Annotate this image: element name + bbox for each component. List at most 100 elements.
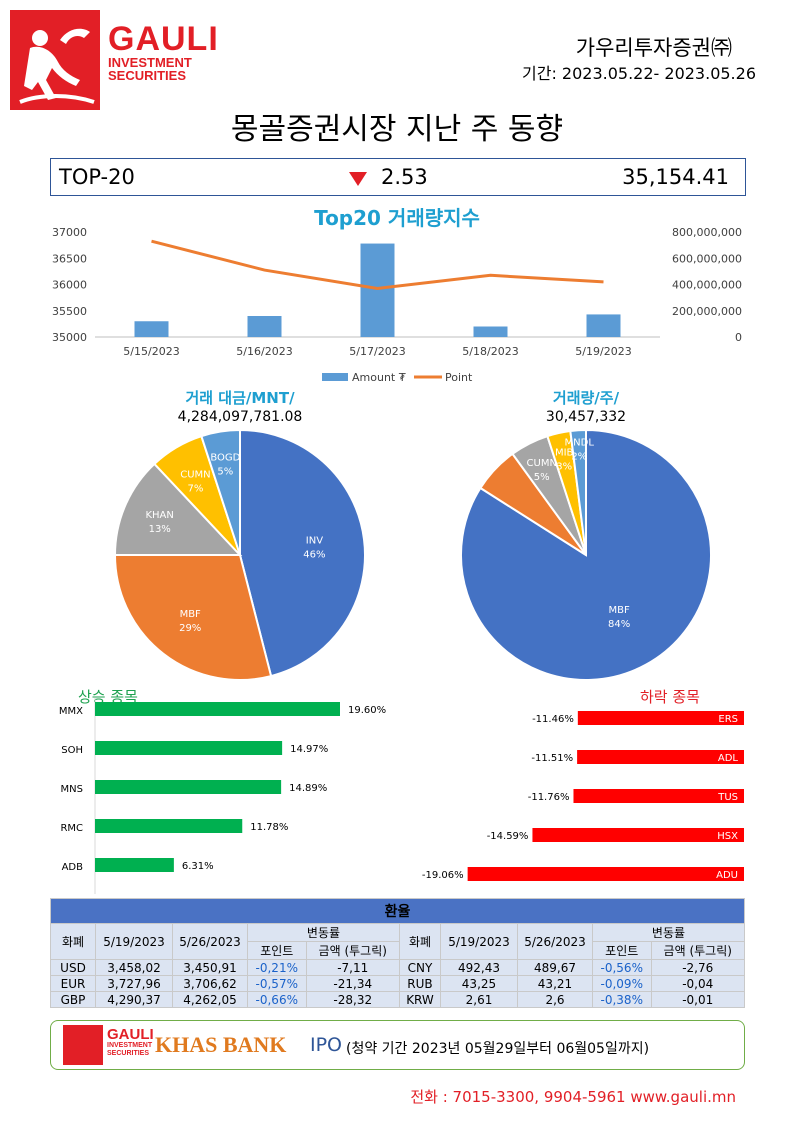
- ipo-label: IPO: [310, 1034, 343, 1056]
- gainer-bar: [95, 741, 283, 755]
- fx-h-change-2: 변동률: [591, 923, 746, 942]
- fx-h-date2-2: 5/26/2023: [516, 923, 593, 960]
- fx-h-date2: 5/26/2023: [172, 923, 248, 960]
- bar-value-label: 14.89%: [289, 783, 327, 794]
- gainer-bar: [95, 858, 174, 872]
- fx-cell: USD: [50, 959, 96, 976]
- fx-cell: 43,25: [439, 975, 518, 992]
- loser-bar: [467, 867, 744, 881]
- pie-slice-label: MNDL: [565, 438, 595, 449]
- pie-slice-pct: 13%: [149, 524, 171, 535]
- pie-amount-chart: INV 46% MBF 29% KHAN 13% CUMN 7% BOGD 5%: [113, 428, 366, 681]
- y-left-tick-label: 35500: [52, 305, 87, 318]
- x-tick-label: 5/18/2023: [462, 345, 518, 358]
- pie-volume-chart: MBF 84% CUMN 5% MIB 3% MNDL 2%: [460, 428, 712, 681]
- y-right-tick-label: 400,000,000: [672, 279, 742, 292]
- ipo-period: (청약 기간 2023년 05월29일부터 06월05일까지): [346, 1041, 650, 1057]
- fx-cell: -0,57%: [247, 975, 307, 992]
- pie-amount-total: 4,284,097,781.08: [177, 409, 303, 425]
- fx-cell: 492,43: [439, 959, 518, 976]
- amount-bar: [586, 314, 621, 337]
- fx-cell: 4,262,05: [172, 991, 248, 1008]
- bar-category-label: TUS: [717, 792, 738, 803]
- losers-title: 하락 종목: [640, 688, 700, 706]
- pie-slice-label: MIB: [555, 447, 574, 458]
- fx-cell: -0,21%: [247, 959, 307, 976]
- pie-amount-title: 거래 대금/MNT/: [185, 389, 295, 407]
- fx-header-row: 화폐 5/19/2023 5/26/2023 변동률 화폐 5/19/2023 …: [50, 923, 746, 960]
- pie-slice-label: MBF: [180, 609, 201, 620]
- report-period: 기간: 2023.05.22- 2023.05.26: [522, 64, 756, 83]
- fx-h-amount-2: 금액 (투그릭): [650, 941, 745, 960]
- table-row: EUR 3,727,96 3,706,62 -0,57% -21,34 RUB 43,25…: [50, 975, 745, 992]
- legend-amount-swatch: [322, 373, 348, 381]
- bar-value-label: -11.46%: [532, 714, 574, 725]
- y-right-tick-label: 800,000,000: [672, 226, 742, 239]
- fx-cell: 3,450,91: [172, 959, 248, 976]
- small-logo-icon: [63, 1025, 103, 1065]
- fx-cell: 489,67: [516, 959, 593, 976]
- down-arrow-icon: [349, 172, 367, 186]
- pie-slice-label: INV: [306, 536, 323, 547]
- bar-category-label: MMX: [59, 706, 83, 717]
- gainers-chart: MMX 19.60% SOH 14.97% MNS 14.89% RMC 11.78% ADB 6…: [59, 698, 386, 894]
- top20-value: 35,154.41: [622, 165, 729, 189]
- loser-bar: [573, 789, 744, 803]
- fx-cell: GBP: [50, 991, 96, 1008]
- top20-change: 2.53: [381, 165, 428, 189]
- y-left-tick-label: 36000: [52, 279, 87, 292]
- pie-slice: [239, 428, 366, 678]
- pie-slice-pct: 46%: [303, 550, 325, 561]
- fx-cell: 3,706,62: [172, 975, 248, 992]
- fx-cell: -0,56%: [591, 959, 652, 976]
- fx-cell: 3,727,96: [95, 975, 173, 992]
- bar-category-label: ADU: [716, 870, 738, 881]
- fx-cell: -0,04: [650, 975, 745, 992]
- pie-slice: [113, 462, 243, 556]
- legend-point-label: Point: [445, 371, 473, 384]
- logo: [10, 10, 100, 110]
- y-right-tick-label: 600,000,000: [672, 252, 742, 265]
- fx-cell: -0,66%: [247, 991, 307, 1008]
- pie-volume-title: 거래량/주/: [552, 389, 620, 407]
- bar-category-label: ADB: [62, 862, 84, 873]
- loser-bar: [577, 711, 744, 725]
- page-title: 몽골증권시장 지난 주 동향: [230, 112, 564, 147]
- fx-cell: KRW: [398, 991, 441, 1008]
- table-row: GBP 4,290,37 4,262,05 -0,66% -28,32 KRW 2,61 2…: [50, 991, 745, 1008]
- y-left-tick-label: 37000: [52, 226, 87, 239]
- bar-category-label: ERS: [718, 714, 738, 725]
- fx-h-currency: 화폐: [50, 923, 96, 960]
- ipo-bank-name: KHAS BANK: [155, 1032, 287, 1057]
- brand-sub1: INVESTMENT: [108, 55, 192, 70]
- fx-h-currency-2: 화폐: [398, 923, 441, 960]
- pie-slice-label: CUMN: [527, 458, 557, 469]
- fx-cell: -0,01: [650, 991, 745, 1008]
- bar-value-label: -11.76%: [528, 792, 570, 803]
- volume-chart-title: Top20 거래량지수: [314, 206, 480, 230]
- table-row: USD 3,458,02 3,450,91 -0,21% -7,11 CNY 492,43…: [50, 959, 745, 976]
- small-brand-sub2: SECURITIES: [107, 1050, 150, 1057]
- fx-subheader-row: 포인트 금액 (투그릭) 포인트 금액 (투그릭): [51, 941, 745, 960]
- small-brand-sub1: INVESTMENT: [107, 1042, 153, 1049]
- fx-title: 환율: [50, 898, 745, 924]
- fx-cell: 3,458,02: [95, 959, 173, 976]
- fx-h-amount: 금액 (투그릭): [305, 941, 400, 960]
- ipo-banner: GAULI INVESTMENT SECURITIES: [50, 1020, 745, 1070]
- bar-value-label: 11.78%: [250, 822, 288, 833]
- x-tick-label: 5/16/2023: [236, 345, 292, 358]
- bar-category-label: SOH: [61, 745, 83, 756]
- fx-h-date1-2: 5/19/2023: [439, 923, 518, 960]
- bar-category-label: ADL: [718, 753, 739, 764]
- fx-table: 환율 화폐 5/19/2023 5/26/2023 변동률 화폐 5/19/20…: [50, 898, 746, 1008]
- brand-sub2: SECURITIES: [108, 68, 187, 83]
- brand-wordmark: GAULI INVESTMENT SECURITIES: [108, 22, 219, 82]
- volume-combo-chart: 37000 36500 36000 35500 35000 800,000,000 600,…: [52, 226, 742, 384]
- pie-slice: [200, 428, 241, 556]
- fx-cell: CNY: [398, 959, 441, 976]
- small-brand-name: GAULI: [107, 1026, 154, 1043]
- bar-value-label: 6.31%: [182, 861, 214, 872]
- bar-category-label: RMC: [60, 823, 83, 834]
- fx-cell: 43,21: [516, 975, 593, 992]
- losers-chart: ERS -11.46% ADL -11.51% TUS -11.76% HSX -14.59%…: [422, 711, 744, 881]
